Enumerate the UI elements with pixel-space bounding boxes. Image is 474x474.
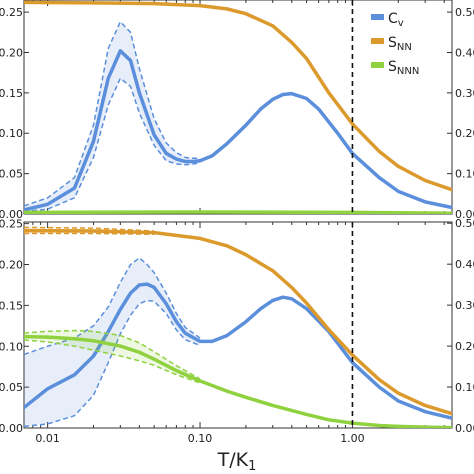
series-line-snn: [24, 0, 452, 192]
y-tick-label: 0.10: [0, 340, 23, 353]
y-tick-label: 0.00: [0, 422, 23, 435]
band-upper-cv: [24, 257, 201, 356]
y-right-tick-label: 0.50: [455, 6, 474, 19]
legend-label-snn: SNN: [388, 35, 412, 53]
legend-entry-snn: SNN: [371, 35, 412, 53]
bottom-panel: 0.00 0.05 0.10 0.15 0.20 0.25 0.00 0.10 0.20 0.30…: [0, 217, 474, 445]
plot-area: [24, 0, 452, 214]
x-axis-label: T/K1: [217, 449, 257, 474]
band-cv: [24, 21, 201, 212]
y-tick-label: 0.05: [0, 168, 23, 181]
band-lower-cv: [24, 77, 201, 213]
y-right-tick-label: 0.30: [455, 87, 474, 100]
y-tick-label: 0.10: [0, 127, 23, 140]
y-right-tick-label: 0.10: [455, 168, 474, 181]
series-line-snnn: [24, 210, 452, 214]
x-tick-label: 0.10: [188, 432, 213, 445]
legend-label-cv: Cv: [388, 11, 404, 29]
legend-entry-cv: Cv: [371, 11, 404, 29]
y-tick-label: 0.00: [0, 208, 23, 221]
y-tick-label: 0.15: [0, 299, 23, 312]
y-right-tick-label: 0.40: [455, 258, 474, 271]
y-tick-label: 0.15: [0, 87, 23, 100]
band-lower-snnn: [24, 339, 201, 384]
legend-swatch-cv: [371, 14, 384, 20]
y-tick-label: 0.20: [0, 259, 23, 272]
plot-area: [24, 222, 452, 428]
x-tick-label: 1.00: [340, 432, 365, 445]
series-line-cv: [24, 49, 452, 212]
y-tick-label: 0.05: [0, 381, 23, 394]
y-tick-label: 0.25: [0, 6, 23, 19]
series-line-snn: [24, 228, 452, 416]
top-panel: 0.00 0.05 0.10 0.15 0.20 0.25 0.00 0.10 0.20 0.30…: [0, 0, 474, 221]
y-right-tick-label: 0.00: [455, 208, 474, 221]
y-right-tick-label: 0.50: [455, 217, 474, 230]
y-right-tick-label: 0.20: [455, 340, 474, 353]
legend: Cv SNN SNNN: [371, 11, 419, 77]
y-tick-label: 0.25: [0, 218, 23, 231]
series-line-snnn: [24, 334, 452, 428]
y-right-tick-label: 0.20: [455, 127, 474, 140]
legend-label-snnn: SNNN: [388, 59, 419, 77]
plot-frame: [23, 0, 453, 215]
y-right-tick-label: 0.30: [455, 299, 474, 312]
series-line-cv: [24, 282, 452, 420]
legend-swatch-snnn: [371, 62, 384, 68]
band-cv: [24, 257, 201, 427]
band-lower-cv: [24, 299, 201, 428]
y-right-tick-label: 0.00: [455, 422, 474, 435]
y-tick-label: 0.20: [0, 46, 23, 59]
legend-entry-snnn: SNNN: [371, 59, 419, 77]
band-upper-cv: [24, 20, 201, 207]
y-right-tick-label: 0.40: [455, 46, 474, 59]
x-tick-label: 0.01: [35, 432, 60, 445]
band-snnn: [24, 330, 201, 383]
plot-frame: [23, 221, 453, 429]
band-upper-snnn: [24, 329, 201, 380]
y-right-tick-label: 0.10: [455, 381, 474, 394]
legend-swatch-snn: [371, 38, 384, 44]
